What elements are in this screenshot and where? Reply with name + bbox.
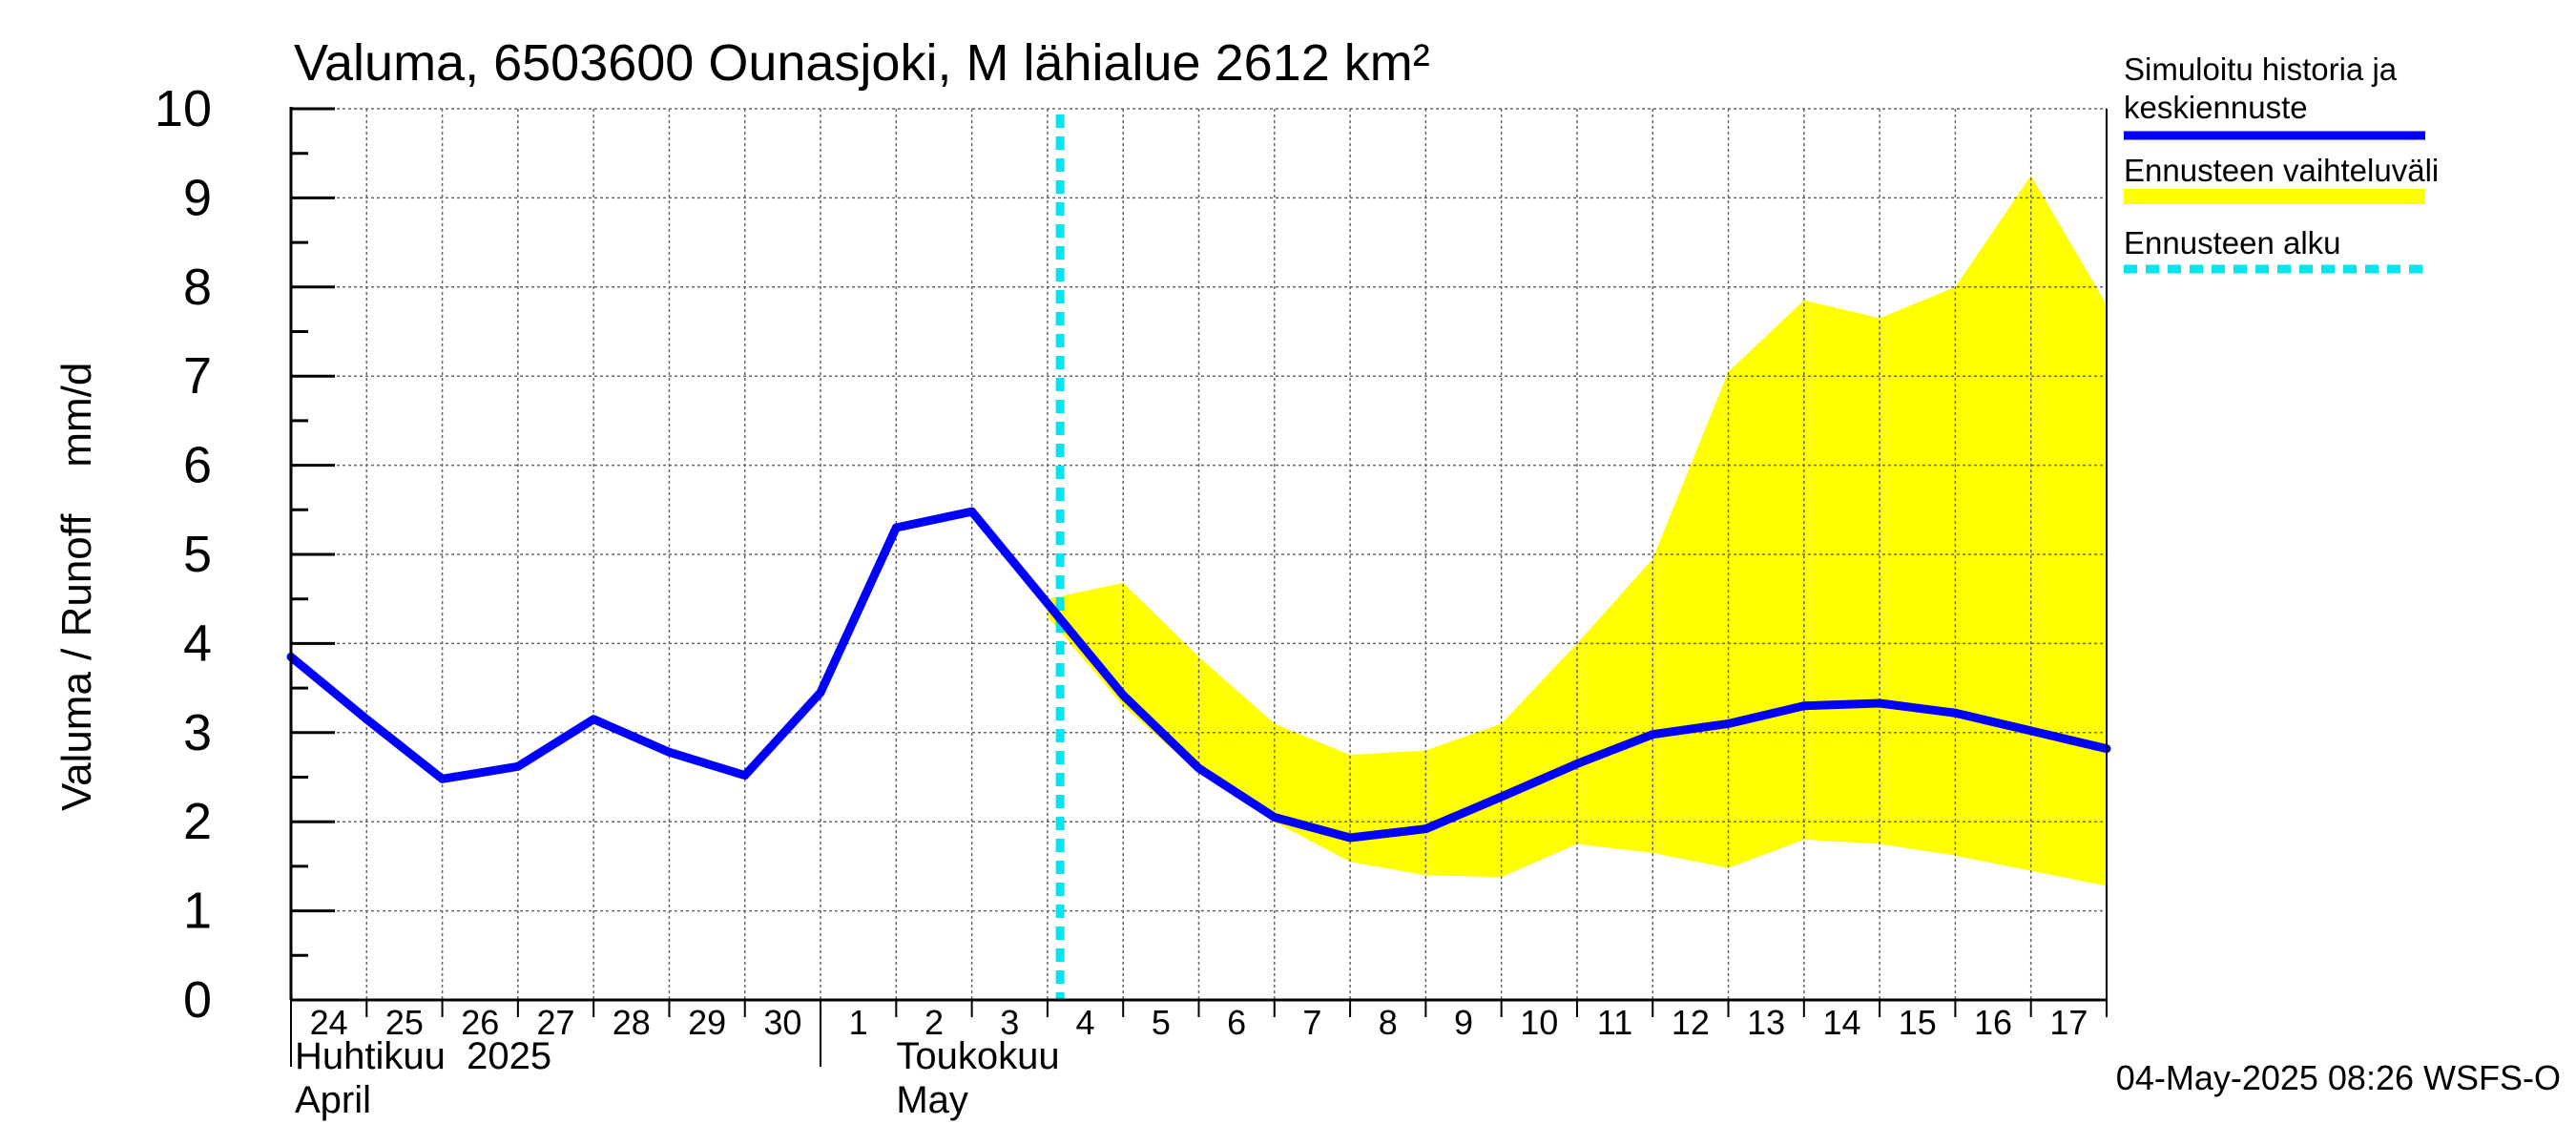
x-day-label: 14 xyxy=(1822,1003,1860,1042)
axes-layer xyxy=(289,107,2108,1067)
month-label: Toukokuu xyxy=(896,1035,1059,1077)
series-layer xyxy=(286,507,2111,843)
x-day-label: 15 xyxy=(1899,1003,1937,1042)
y-tick-label: 2 xyxy=(183,793,212,850)
y-tick-label: 5 xyxy=(183,526,212,583)
x-day-label: 28 xyxy=(613,1003,651,1042)
x-day-label: 6 xyxy=(1227,1003,1246,1042)
x-day-label: 8 xyxy=(1379,1003,1398,1042)
x-day-label: 12 xyxy=(1672,1003,1710,1042)
x-day-label: 9 xyxy=(1454,1003,1473,1042)
x-day-label: 29 xyxy=(688,1003,726,1042)
series-line-simulated xyxy=(286,507,2111,843)
legend-label: Ennusteen alku xyxy=(2124,225,2341,260)
y-tick-label: 7 xyxy=(183,347,212,405)
x-day-label: 10 xyxy=(1520,1003,1558,1042)
x-day-label: 17 xyxy=(2049,1003,2088,1042)
x-day-label: 2 xyxy=(924,1003,944,1042)
x-day-label: 13 xyxy=(1747,1003,1785,1042)
x-day-label: 30 xyxy=(763,1003,801,1042)
month-label-english: April xyxy=(295,1079,371,1121)
chart-title: Valuma, 6503600 Ounasjoki, M lähialue 26… xyxy=(294,34,1430,92)
x-day-label: 11 xyxy=(1597,1003,1632,1042)
x-day-label: 7 xyxy=(1302,1003,1321,1042)
legend-label: Simuloitu historia ja xyxy=(2124,52,2398,87)
month-label: Huhtikuu 2025 xyxy=(295,1035,551,1077)
x-day-label: 4 xyxy=(1076,1003,1095,1042)
legend-label: Ennusteen vaihteluväli xyxy=(2124,153,2439,188)
y-tick-label: 1 xyxy=(183,883,212,940)
y-tick-label: 8 xyxy=(183,259,212,316)
y-tick-label: 6 xyxy=(183,437,212,494)
y-tick-label: 4 xyxy=(183,614,212,672)
grid-layer xyxy=(291,108,2107,1000)
timestamp-footer: 04-May-2025 08:26 WSFS-O xyxy=(2116,1058,2561,1097)
x-day-label: 26 xyxy=(461,1003,499,1042)
x-day-label: 24 xyxy=(310,1003,348,1042)
y-tick-label-layer: 0 1 2 3 4 5 6 7 8 9 10 xyxy=(155,80,212,1029)
x-day-label: 27 xyxy=(536,1003,574,1042)
x-tick-label-layer: 24 25 26 27 28 29 30 1 2 3 4 5 6 7 8 9 10 11 12 13 14 15 16 17 xyxy=(310,1003,2088,1042)
x-day-label: 25 xyxy=(385,1003,424,1042)
month-label-english: May xyxy=(896,1079,968,1121)
x-day-label: 16 xyxy=(1974,1003,2012,1042)
y-tick-label: 3 xyxy=(183,704,212,761)
x-day-label: 5 xyxy=(1152,1003,1171,1042)
y-axis-label: Valuma / Runoff mm/d xyxy=(53,363,100,811)
y-tick-label: 10 xyxy=(155,80,212,137)
x-day-label: 3 xyxy=(1000,1003,1019,1042)
y-tick-label: 0 xyxy=(183,971,212,1029)
x-day-label: 1 xyxy=(849,1003,868,1042)
y-tick-label: 9 xyxy=(183,169,212,226)
legend-label-line2: keskiennuste xyxy=(2124,90,2308,125)
